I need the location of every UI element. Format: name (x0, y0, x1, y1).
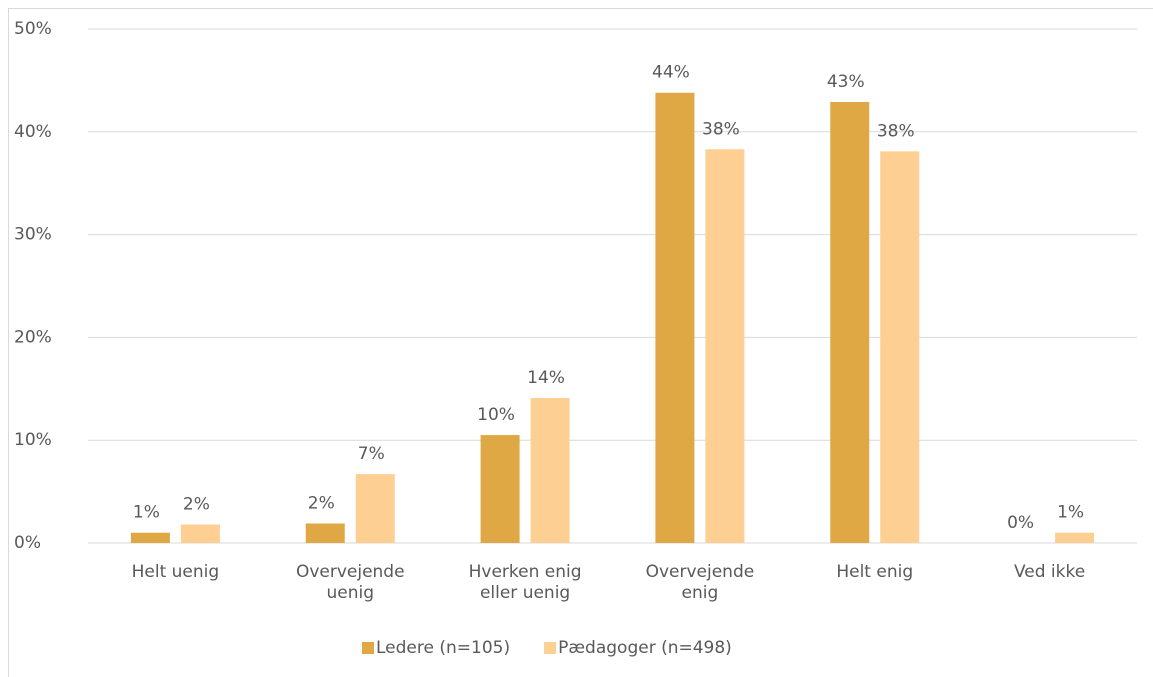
y-tick-label: 40% (14, 122, 52, 142)
bar (1055, 532, 1095, 543)
legend-swatch (362, 642, 374, 654)
bar (480, 435, 520, 543)
value-label: 2% (308, 493, 335, 513)
value-label: 1% (1057, 503, 1084, 523)
y-tick-label: 30% (14, 225, 52, 245)
bar (830, 101, 870, 543)
bar (655, 92, 695, 544)
value-label: 1% (133, 503, 160, 523)
value-label: 38% (702, 119, 740, 139)
bar (530, 398, 570, 543)
legend-label: Ledere (n=105) (376, 638, 510, 658)
x-tick-label: Overvejende enig (645, 562, 755, 603)
bar (355, 474, 395, 543)
x-tick-label: Helt uenig (131, 562, 220, 582)
value-label: 10% (477, 405, 515, 425)
value-label: 2% (183, 494, 210, 514)
legend-swatch (544, 642, 557, 654)
value-label: 44% (652, 63, 690, 83)
value-label: 14% (527, 368, 565, 388)
chart-border (8, 8, 1153, 677)
bar (880, 151, 920, 543)
bar (305, 523, 345, 543)
x-tick-label: Ved ikke (1013, 562, 1086, 582)
legend-label: Pædagoger (n=498) (558, 638, 732, 658)
y-tick-label: 50% (14, 19, 52, 39)
bar (180, 524, 220, 543)
x-tick-label: Hverken enig eller uenig (468, 562, 582, 603)
value-label: 7% (358, 444, 385, 464)
value-label: 43% (827, 72, 865, 92)
x-tick-label: Overvejende uenig (295, 562, 405, 603)
y-tick-label: 0% (14, 533, 41, 553)
bar (130, 532, 170, 543)
y-tick-label: 10% (14, 430, 52, 450)
bar (705, 149, 745, 543)
value-label: 0% (1007, 513, 1034, 533)
x-tick-label: Helt enig (836, 562, 914, 582)
y-tick-label: 20% (14, 327, 52, 347)
value-label: 38% (877, 121, 915, 141)
